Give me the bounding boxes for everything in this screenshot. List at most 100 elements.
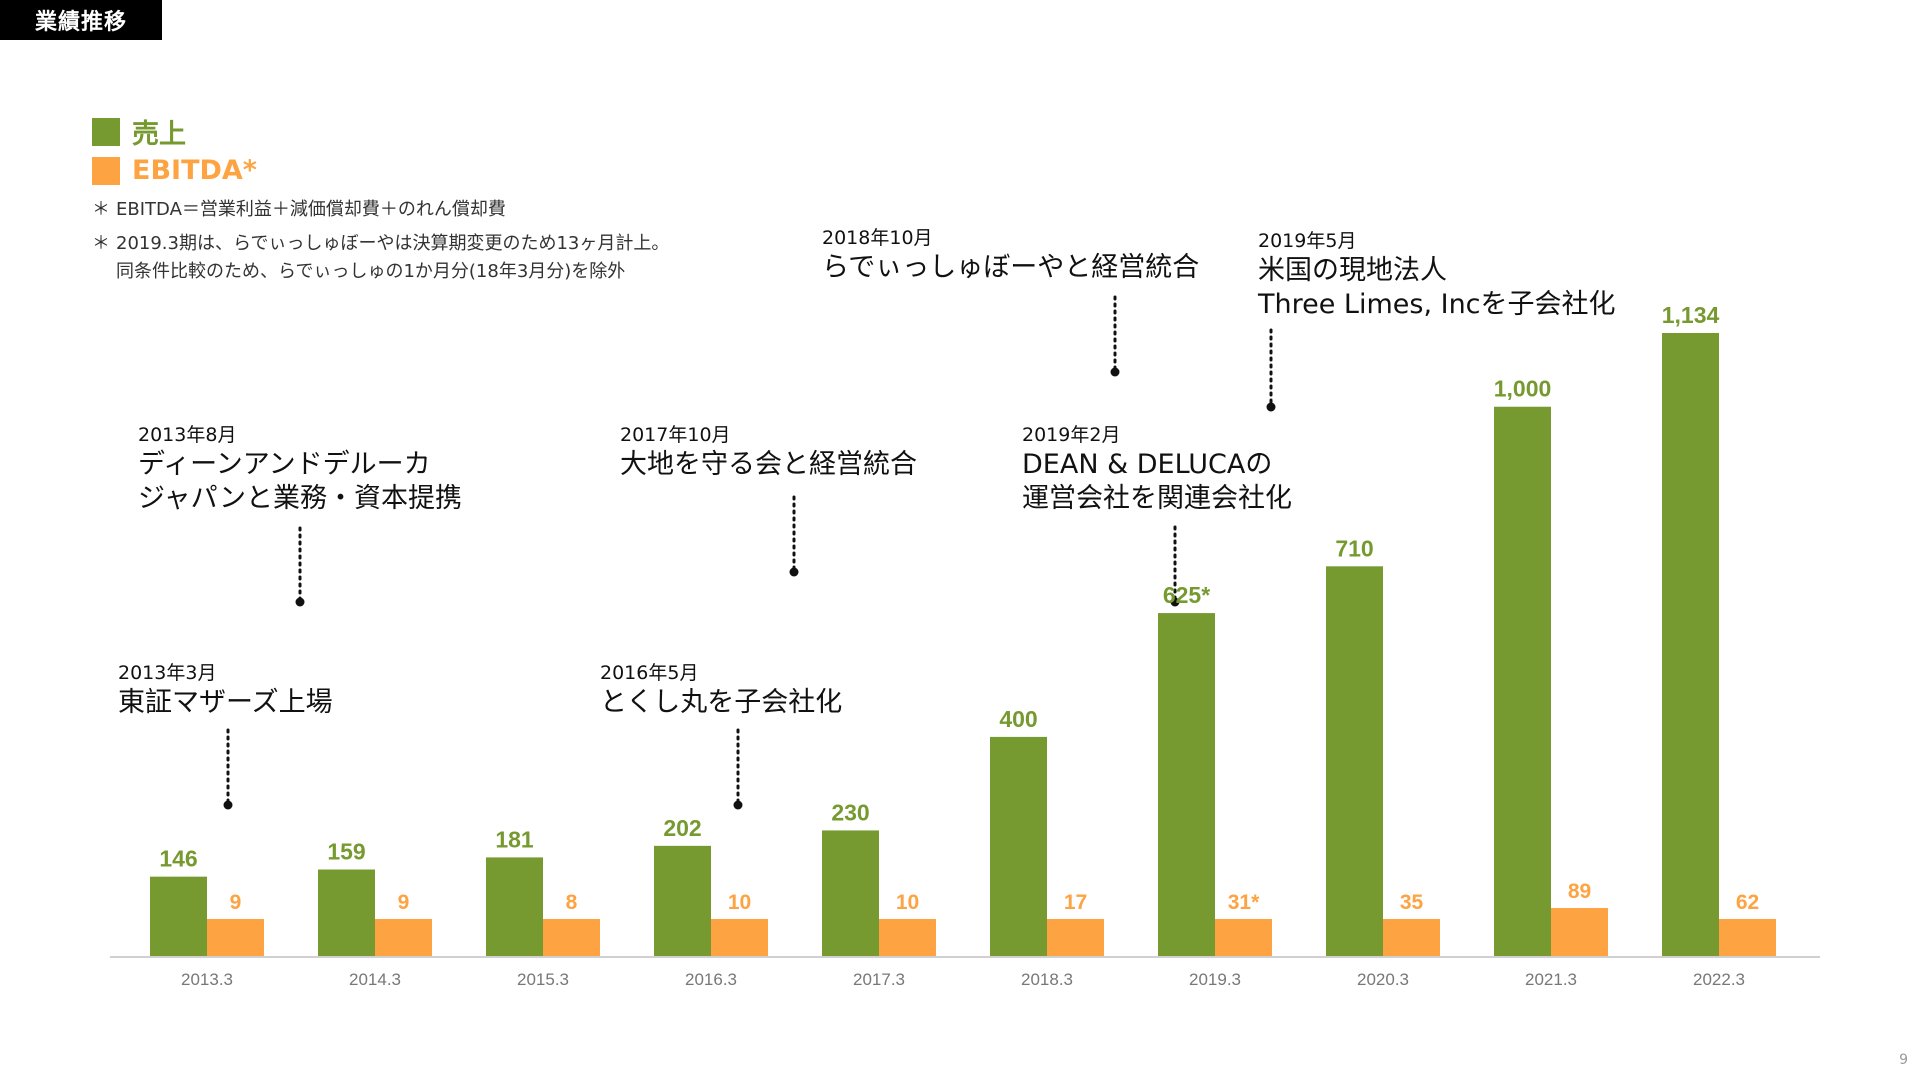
bar-ebitda-2019.3 xyxy=(1215,919,1272,957)
note-text: 2019.3期は、らでぃっしゅぼーやは決算期変更のため13ヶ月計上。 xyxy=(116,233,670,254)
data-label-sales-2019.3: 625* xyxy=(1163,582,1210,608)
annotation-leader-dot xyxy=(1266,402,1276,412)
legend-item-ebitda: EBITDA* xyxy=(92,155,257,186)
annotation-text: 運営会社を関連会社化 xyxy=(1022,483,1292,514)
bar-sales-2016.3 xyxy=(654,845,711,957)
annotation-date: 2013年8月 xyxy=(138,424,237,446)
x-tick-label-2019.3: 2019.3 xyxy=(1189,970,1241,989)
bar-sales-2014.3 xyxy=(318,869,375,957)
annotation-2013-03: 2013年3月 東証マザーズ上場 xyxy=(118,660,333,720)
data-label-sales-2022.3: 1,134 xyxy=(1662,302,1720,328)
x-tick-label-2021.3: 2021.3 xyxy=(1525,970,1577,989)
data-label-sales-2013.3: 146 xyxy=(159,846,197,872)
note-fiscal-change: ＊ 2019.3期は、らでぃっしゅぼーやは決算期変更のため13ヶ月計上。 同条件比… xyxy=(92,230,669,286)
note-mark: ＊ xyxy=(92,233,110,254)
x-tick-label-2015.3: 2015.3 xyxy=(517,970,569,989)
bar-sales-2018.3 xyxy=(990,736,1047,957)
annotation-leader-dot xyxy=(733,800,743,810)
annotation-2017-10: 2017年10月 大地を守る会と経営統合 xyxy=(620,422,917,482)
data-label-ebitda-2018.3: 17 xyxy=(1064,891,1087,914)
data-label-sales-2014.3: 159 xyxy=(327,839,365,865)
annotation-2019-02: 2019年2月 DEAN & DELUCAの 運営会社を関連会社化 xyxy=(1022,422,1292,516)
page-number: 9 xyxy=(1899,1052,1908,1068)
annotation-leader-dot xyxy=(223,800,233,810)
note-text: 同条件比較のため、らでぃっしゅの1か月分(18年3月分)を除外 xyxy=(116,261,626,282)
annotation-leader-dot xyxy=(295,597,305,607)
annotation-2018-10: 2018年10月 らでぃっしゅぼーやと経営統合 xyxy=(822,225,1199,285)
bar-sales-2015.3 xyxy=(486,857,543,957)
data-label-sales-2015.3: 181 xyxy=(495,826,534,852)
x-axis-tick-labels: 2013.3 2014.3 2015.3 2016.3 2017.3 2018.3 2019… xyxy=(181,970,1745,989)
bar-ebitda-2021.3 xyxy=(1551,908,1608,957)
annotation-leaders xyxy=(223,295,1276,810)
annotation-text: とくし丸を子会社化 xyxy=(600,687,843,718)
annotation-text: Three Limes, Incを子会社化 xyxy=(1258,289,1616,320)
bar-sales-2020.3 xyxy=(1326,566,1383,957)
legend-item-sales: 売上 xyxy=(92,112,186,151)
bar-sales-2013.3 xyxy=(150,876,207,957)
bar-ebitda-2015.3 xyxy=(543,919,600,957)
x-tick-label-2013.3: 2013.3 xyxy=(181,970,233,989)
x-tick-label-2014.3: 2014.3 xyxy=(349,970,401,989)
annotation-2019-05: 2019年5月 米国の現地法人 Three Limes, Incを子会社化 xyxy=(1258,228,1616,322)
bar-sales-2017.3 xyxy=(822,830,879,957)
annotation-text: 大地を守る会と経営統合 xyxy=(620,449,917,480)
x-tick-label-2020.3: 2020.3 xyxy=(1357,970,1409,989)
legend-label-ebitda: EBITDA* xyxy=(132,155,257,186)
data-label-sales-2018.3: 400 xyxy=(999,706,1037,732)
annotation-text: 東証マザーズ上場 xyxy=(118,687,333,718)
annotation-date: 2019年2月 xyxy=(1022,424,1121,446)
legend-label-sales: 売上 xyxy=(132,119,186,150)
annotation-text: 米国の現地法人 xyxy=(1258,255,1447,286)
annotation-2013-08: 2013年8月 ディーンアンドデルーカ ジャパンと業務・資本提携 xyxy=(138,422,462,516)
chart-bars xyxy=(150,333,1776,957)
data-label-ebitda-2014.3: 9 xyxy=(398,891,410,914)
bar-ebitda-2017.3 xyxy=(879,919,936,957)
bar-ebitda-2018.3 xyxy=(1047,919,1104,957)
data-label-sales-2020.3: 710 xyxy=(1335,535,1373,561)
data-label-ebitda-2022.3: 62 xyxy=(1736,891,1759,914)
annotation-date: 2016年5月 xyxy=(600,662,699,684)
annotation-leader-dot xyxy=(1170,597,1180,607)
legend-swatch-ebitda xyxy=(92,156,120,185)
x-tick-label-2017.3: 2017.3 xyxy=(853,970,905,989)
bar-sales-2022.3 xyxy=(1662,333,1719,957)
data-label-sales-2016.3: 202 xyxy=(663,815,701,841)
annotation-date: 2018年10月 xyxy=(822,227,933,249)
data-label-sales-2017.3: 230 xyxy=(831,799,869,825)
data-label-sales-2021.3: 1,000 xyxy=(1494,376,1552,402)
note-text: EBITDA＝営業利益＋減価償却費＋のれん償却費 xyxy=(116,199,506,220)
data-label-ebitda-2021.3: 89 xyxy=(1568,880,1591,903)
bar-sales-2021.3 xyxy=(1494,406,1551,957)
bar-ebitda-2014.3 xyxy=(375,919,432,957)
bar-ebitda-2013.3 xyxy=(207,919,264,957)
x-tick-label-2022.3: 2022.3 xyxy=(1693,970,1745,989)
bar-ebitda-2016.3 xyxy=(711,919,768,957)
bar-sales-2019.3 xyxy=(1158,613,1215,957)
data-label-ebitda-2019.3: 31* xyxy=(1228,891,1260,914)
annotation-date: 2019年5月 xyxy=(1258,230,1357,252)
annotation-leader-dot xyxy=(789,567,799,577)
annotation-text: ディーンアンドデルーカ xyxy=(138,449,431,480)
annotation-date: 2013年3月 xyxy=(118,662,217,684)
bar-ebitda-2022.3 xyxy=(1719,919,1776,957)
annotation-2016-05: 2016年5月 とくし丸を子会社化 xyxy=(600,660,842,720)
chart-data-labels: 146 9 159 9 181 8 202 10 230 10 400 17 625* 31* 710 35 1… xyxy=(159,302,1759,914)
data-label-ebitda-2020.3: 35 xyxy=(1400,891,1424,914)
note-mark: ＊ xyxy=(92,199,110,220)
page-title: 業績推移 xyxy=(0,0,162,40)
annotation-leader-dot xyxy=(1110,367,1120,377)
data-label-ebitda-2015.3: 8 xyxy=(566,891,578,914)
bar-ebitda-2020.3 xyxy=(1383,919,1440,957)
note-ebitda-definition: ＊ EBITDA＝営業利益＋減価償却費＋のれん償却費 xyxy=(92,196,506,224)
annotation-text: ジャパンと業務・資本提携 xyxy=(138,483,462,514)
x-tick-label-2018.3: 2018.3 xyxy=(1021,970,1073,989)
data-label-ebitda-2013.3: 9 xyxy=(230,891,242,914)
data-label-ebitda-2016.3: 10 xyxy=(728,891,751,914)
data-label-ebitda-2017.3: 10 xyxy=(896,891,919,914)
legend-swatch-sales xyxy=(92,117,120,146)
annotation-text: らでぃっしゅぼーやと経営統合 xyxy=(822,252,1200,283)
x-tick-label-2016.3: 2016.3 xyxy=(685,970,737,989)
annotation-date: 2017年10月 xyxy=(620,424,731,446)
